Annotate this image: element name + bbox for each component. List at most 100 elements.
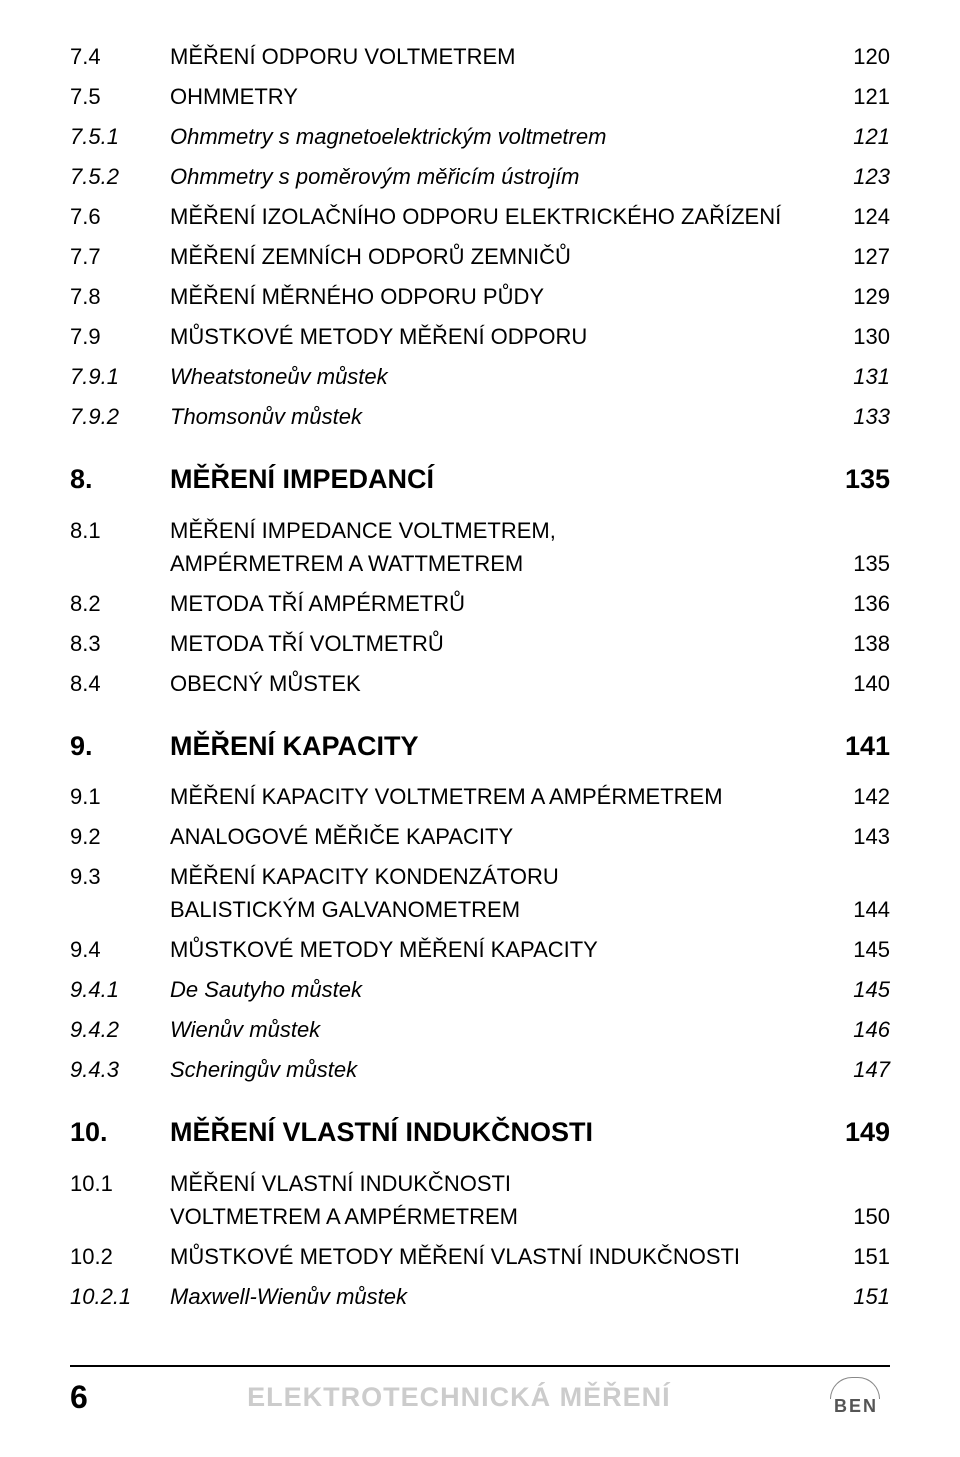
- toc-entry-page: 144: [853, 893, 890, 926]
- toc-entry: 8.4OBECNÝ MŮSTEK 140: [70, 667, 890, 700]
- toc-entry-title: MĚŘENÍ MĚRNÉHO ODPORU PŮDY: [170, 280, 544, 313]
- logo-main-text: BEN: [834, 1396, 878, 1417]
- toc-entry-page: 121: [853, 120, 890, 153]
- toc-entry: BALISTICKÝM GALVANOMETREM 144: [70, 893, 890, 926]
- toc-entry: 9.4.1De Sautyho můstek 145: [70, 973, 890, 1006]
- toc-entry-number: 8.1: [70, 514, 170, 547]
- toc-entry-title: MĚŘENÍ KAPACITY VOLTMETREM A AMPÉRMETREM: [170, 780, 723, 813]
- toc-entry-number: 7.5.1: [70, 120, 170, 153]
- toc-entry: 9.4MŮSTKOVÉ METODY MĚŘENÍ KAPACITY 145: [70, 933, 890, 966]
- toc-entry-page: 120: [853, 40, 890, 73]
- toc-entry-title: MŮSTKOVÉ METODY MĚŘENÍ ODPORU: [170, 320, 587, 353]
- toc-entry-page: 149: [845, 1112, 890, 1153]
- toc-entry-title: VOLTMETREM A AMPÉRMETREM: [170, 1200, 518, 1233]
- toc-entry: 9.1MĚŘENÍ KAPACITY VOLTMETREM A AMPÉRMET…: [70, 780, 890, 813]
- toc-entry-number: 7.8: [70, 280, 170, 313]
- toc-entry-number: 9.4.2: [70, 1013, 170, 1046]
- toc-entry-page: 143: [853, 820, 890, 853]
- toc-entry-title: MĚŘENÍ KAPACITY KONDENZÁTORU: [170, 860, 559, 893]
- toc-entry-number: 7.9: [70, 320, 170, 353]
- toc-entry-title: MĚŘENÍ ODPORU VOLTMETREM: [170, 40, 516, 73]
- toc-entry-page: 130: [853, 320, 890, 353]
- toc-entry: 9.3MĚŘENÍ KAPACITY KONDENZÁTORU: [70, 860, 890, 893]
- toc-entry-page: 136: [853, 587, 890, 620]
- toc-entry-title: OHMMETRY: [170, 80, 298, 113]
- toc-entry: 10.2.1Maxwell-Wienův můstek 151: [70, 1280, 890, 1313]
- toc-entry-page: 145: [853, 933, 890, 966]
- toc-entry-number: 7.4: [70, 40, 170, 73]
- toc-entry-number: 9.: [70, 726, 170, 767]
- toc-entry-title: METODA TŘÍ AMPÉRMETRŮ: [170, 587, 465, 620]
- toc-entry-title: De Sautyho můstek: [170, 973, 362, 1006]
- toc-entry-page: 147: [853, 1053, 890, 1086]
- toc-entry-page: 140: [853, 667, 890, 700]
- footer-page-number: 6: [70, 1379, 88, 1416]
- toc-entry-page: 133: [853, 400, 890, 433]
- toc-entry-page: 129: [853, 280, 890, 313]
- toc-entry-page: 127: [853, 240, 890, 273]
- toc-entry-page: 141: [845, 726, 890, 767]
- toc-entry: 7.5OHMMETRY 121: [70, 80, 890, 113]
- toc-entry: 7.5.2Ohmmetry s poměrovým měřicím ústroj…: [70, 160, 890, 193]
- toc-entry-page: 121: [853, 80, 890, 113]
- toc-entry: AMPÉRMETREM A WATTMETREM 135: [70, 547, 890, 580]
- toc-entry: 7.6MĚŘENÍ IZOLAČNÍHO ODPORU ELEKTRICKÉHO…: [70, 200, 890, 233]
- toc-entry-number: 7.6: [70, 200, 170, 233]
- toc-entry-title: ANALOGOVÉ MĚŘIČE KAPACITY: [170, 820, 513, 853]
- toc-entry-title: MŮSTKOVÉ METODY MĚŘENÍ KAPACITY: [170, 933, 598, 966]
- toc-entry-number: 10.2.1: [70, 1280, 170, 1313]
- toc-entry: 10.2MŮSTKOVÉ METODY MĚŘENÍ VLASTNÍ INDUK…: [70, 1240, 890, 1273]
- toc-entry-number: 9.4.3: [70, 1053, 170, 1086]
- toc-entry-title: BALISTICKÝM GALVANOMETREM: [170, 893, 520, 926]
- toc-entry-number: 7.7: [70, 240, 170, 273]
- footer-title: ELEKTROTECHNICKÁ MĚŘENÍ: [88, 1382, 830, 1413]
- toc-entry-title: OBECNÝ MŮSTEK: [170, 667, 361, 700]
- toc-entry-title: MĚŘENÍ IMPEDANCÍ: [170, 459, 434, 500]
- publisher-logo: BEN: [830, 1377, 890, 1417]
- toc-entry-title: METODA TŘÍ VOLTMETRŮ: [170, 627, 444, 660]
- toc-entry-title: Thomsonův můstek: [170, 400, 362, 433]
- toc-entry-page: 145: [853, 973, 890, 1006]
- toc-entry: 10.1MĚŘENÍ VLASTNÍ INDUKČNOSTI: [70, 1167, 890, 1200]
- toc-entry: 7.8MĚŘENÍ MĚRNÉHO ODPORU PŮDY 129: [70, 280, 890, 313]
- toc-entry-number: 9.3: [70, 860, 170, 893]
- toc-entry-number: 10.1: [70, 1167, 170, 1200]
- toc-entry: 8.1MĚŘENÍ IMPEDANCE VOLTMETREM,: [70, 514, 890, 547]
- toc-entry: 8.2METODA TŘÍ AMPÉRMETRŮ 136: [70, 587, 890, 620]
- toc-entry-number: 10.2: [70, 1240, 170, 1273]
- toc-entry: 10.MĚŘENÍ VLASTNÍ INDUKČNOSTI 149: [70, 1112, 890, 1153]
- toc-entry-title: MĚŘENÍ VLASTNÍ INDUKČNOSTI: [170, 1167, 511, 1200]
- toc-entry-title: Scheringův můstek: [170, 1053, 357, 1086]
- toc-entry-title: Maxwell-Wienův můstek: [170, 1280, 407, 1313]
- toc-entry: 7.9MŮSTKOVÉ METODY MĚŘENÍ ODPORU 130: [70, 320, 890, 353]
- toc-entry: 7.7MĚŘENÍ ZEMNÍCH ODPORŮ ZEMNIČŮ 127: [70, 240, 890, 273]
- toc-entry-number: 8.3: [70, 627, 170, 660]
- toc-entry-page: 131: [853, 360, 890, 393]
- toc-entry-title: MĚŘENÍ ZEMNÍCH ODPORŮ ZEMNIČŮ: [170, 240, 571, 273]
- page-footer: 6 ELEKTROTECHNICKÁ MĚŘENÍ BEN: [70, 1365, 890, 1417]
- toc-entry: 9.MĚŘENÍ KAPACITY 141: [70, 726, 890, 767]
- toc-entry-number: 7.9.2: [70, 400, 170, 433]
- toc-entry-number: 8.4: [70, 667, 170, 700]
- toc-entry-number: 7.5: [70, 80, 170, 113]
- toc-entry-title: AMPÉRMETREM A WATTMETREM: [170, 547, 523, 580]
- toc-entry-number: 8.: [70, 459, 170, 500]
- toc-entry: 9.4.3Scheringův můstek 147: [70, 1053, 890, 1086]
- toc-entry-number: 7.9.1: [70, 360, 170, 393]
- toc-entry-title: Wheatstoneův můstek: [170, 360, 388, 393]
- toc-entry-number: 10.: [70, 1112, 170, 1153]
- toc-entry-page: 151: [853, 1240, 890, 1273]
- toc-entry: VOLTMETREM A AMPÉRMETREM 150: [70, 1200, 890, 1233]
- toc-entry-page: 142: [853, 780, 890, 813]
- toc-entry: 9.4.2Wienův můstek 146: [70, 1013, 890, 1046]
- toc-entry-page: 135: [845, 459, 890, 500]
- toc-entry-title: MĚŘENÍ IZOLAČNÍHO ODPORU ELEKTRICKÉHO ZA…: [170, 200, 781, 233]
- toc-entry-page: 138: [853, 627, 890, 660]
- toc-entry-number: 9.1: [70, 780, 170, 813]
- toc-entry-title: Ohmmetry s magnetoelektrickým voltmetrem: [170, 120, 606, 153]
- toc-entry-title: MŮSTKOVÉ METODY MĚŘENÍ VLASTNÍ INDUKČNOS…: [170, 1240, 740, 1273]
- toc-entry: 7.4MĚŘENÍ ODPORU VOLTMETREM 120: [70, 40, 890, 73]
- toc-entry-page: 135: [853, 547, 890, 580]
- toc-entry-title: Ohmmetry s poměrovým měřicím ústrojím: [170, 160, 580, 193]
- toc-entry-number: 9.4: [70, 933, 170, 966]
